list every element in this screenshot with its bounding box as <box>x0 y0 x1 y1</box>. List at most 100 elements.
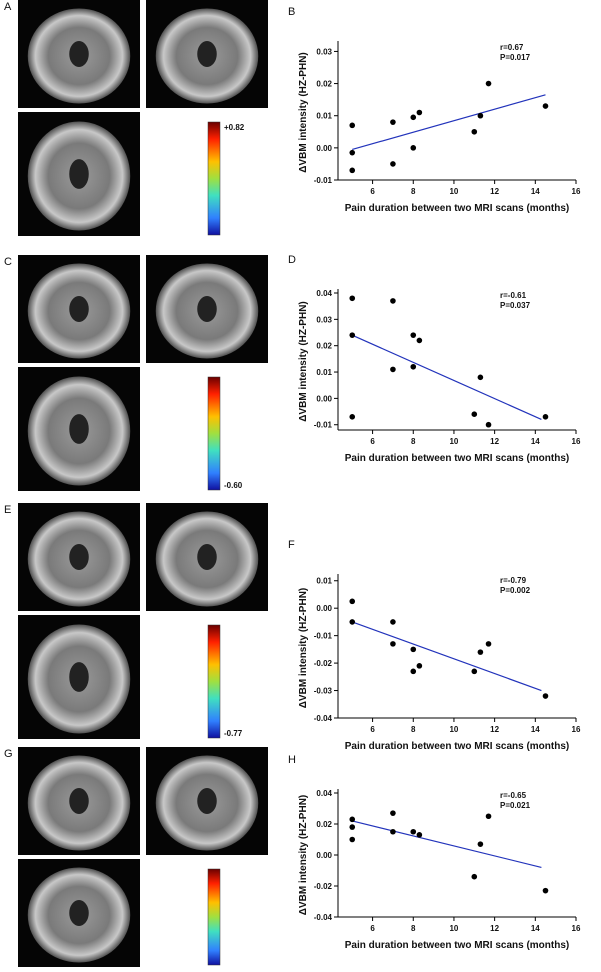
y-tick-label: 0.04 <box>316 789 332 798</box>
x-tick-label: 14 <box>531 437 540 446</box>
x-axis-label: Pain duration between two MRI scans (mon… <box>345 741 569 752</box>
brain-ventricle <box>197 296 217 322</box>
colorbar <box>207 624 221 739</box>
y-tick-label: 0.02 <box>316 342 332 351</box>
data-point <box>471 411 478 417</box>
x-axis-label: Pain duration between two MRI scans (mon… <box>345 203 569 214</box>
panel-label: F <box>288 539 295 551</box>
y-tick-label: -0.01 <box>314 176 333 185</box>
y-axis-label: ΔVBM intensity (HZ-PHN) <box>298 301 309 422</box>
data-point <box>390 810 396 816</box>
data-point <box>349 619 356 625</box>
y-tick-label: -0.02 <box>314 659 333 668</box>
fit-line <box>351 334 542 421</box>
data-point <box>542 693 549 699</box>
panel-label: G <box>4 748 13 760</box>
annotation: r=-0.79 <box>500 576 527 585</box>
y-axis-label: ΔVBM intensity (HZ-PHN) <box>298 795 309 916</box>
data-point <box>390 828 396 835</box>
data-point <box>390 619 396 625</box>
data-point <box>349 332 356 338</box>
x-tick-label: 14 <box>531 924 540 933</box>
annotation: r=-0.61 <box>500 291 527 300</box>
data-point <box>542 414 549 420</box>
y-tick-label: 0.00 <box>316 394 332 403</box>
annotation: P=0.037 <box>500 301 531 310</box>
colorbar <box>207 376 221 491</box>
panel-label: H <box>288 754 296 766</box>
x-axis-label: Pain duration between two MRI scans (mon… <box>345 453 569 464</box>
data-point <box>390 366 396 373</box>
colorbar <box>207 121 221 236</box>
panel-label: D <box>288 254 296 266</box>
x-tick-label: 12 <box>490 187 499 196</box>
y-tick-label: 0.01 <box>316 577 332 586</box>
data-point <box>485 813 492 820</box>
y-tick-label: -0.02 <box>314 882 333 891</box>
data-point <box>477 841 484 847</box>
colorbar-label: -0.77 <box>224 729 243 738</box>
data-point <box>349 836 356 843</box>
data-point <box>477 374 484 381</box>
x-tick-label: 8 <box>411 924 416 933</box>
annotation: P=0.017 <box>500 53 531 62</box>
data-point <box>471 873 478 880</box>
x-tick-label: 16 <box>572 924 581 933</box>
x-tick-label: 6 <box>370 187 375 196</box>
panel-label: B <box>288 6 295 18</box>
brain-ventricle <box>69 900 89 926</box>
data-point <box>416 109 423 116</box>
fit-line <box>352 820 542 868</box>
scatter-chart: F-0.04-0.03-0.02-0.010.000.016 8 10 12 14 16P… <box>288 539 581 752</box>
annotation: P=0.002 <box>500 586 531 595</box>
data-point <box>349 414 356 420</box>
data-point <box>349 149 356 156</box>
data-point <box>410 646 417 653</box>
y-tick-label: 0.03 <box>316 315 332 324</box>
y-tick-label: -0.01 <box>314 421 333 430</box>
data-point <box>349 122 356 129</box>
y-tick-label: -0.01 <box>314 632 333 641</box>
y-tick-label: 0.00 <box>316 144 332 153</box>
y-tick-label: 0.00 <box>316 851 332 860</box>
data-point <box>390 161 396 167</box>
y-tick-label: -0.04 <box>314 714 333 723</box>
y-axis-label: ΔVBM intensity (HZ-PHN) <box>298 588 309 709</box>
data-point <box>542 103 549 109</box>
y-tick-label: 0.00 <box>316 604 332 613</box>
colorbar <box>207 868 221 966</box>
data-point <box>471 668 478 675</box>
fit-line <box>352 621 542 692</box>
annotation: r=-0.65 <box>500 791 527 800</box>
fit-line <box>352 94 546 151</box>
x-tick-label: 10 <box>449 187 458 196</box>
data-point <box>477 112 484 119</box>
panel-label: C <box>4 256 12 268</box>
x-tick-label: 6 <box>370 924 375 933</box>
data-point <box>485 80 492 87</box>
x-axis-label: Pain duration between two MRI scans (mon… <box>345 940 569 951</box>
x-tick-label: 10 <box>449 725 458 734</box>
y-tick-label: 0.02 <box>316 80 332 89</box>
y-tick-label: -0.03 <box>314 687 333 696</box>
data-point <box>410 332 417 338</box>
brain-ventricle <box>69 662 89 692</box>
brain-ventricle <box>69 296 89 322</box>
x-tick-label: 16 <box>572 437 581 446</box>
x-tick-label: 10 <box>449 437 458 446</box>
x-tick-label: 12 <box>490 437 499 446</box>
y-tick-label: 0.04 <box>316 289 332 298</box>
data-point <box>485 641 492 647</box>
panel-label: E <box>4 504 11 516</box>
data-point <box>416 832 423 838</box>
colorbar-label: -0.60 <box>224 481 243 490</box>
x-tick-label: 8 <box>411 437 416 446</box>
brain-ventricle <box>69 544 89 570</box>
colorbar-label: +0.82 <box>224 123 245 132</box>
x-tick-label: 14 <box>531 725 540 734</box>
data-point <box>471 128 478 135</box>
data-point <box>390 119 396 125</box>
panel-label: A <box>4 1 12 13</box>
data-point <box>410 145 417 151</box>
